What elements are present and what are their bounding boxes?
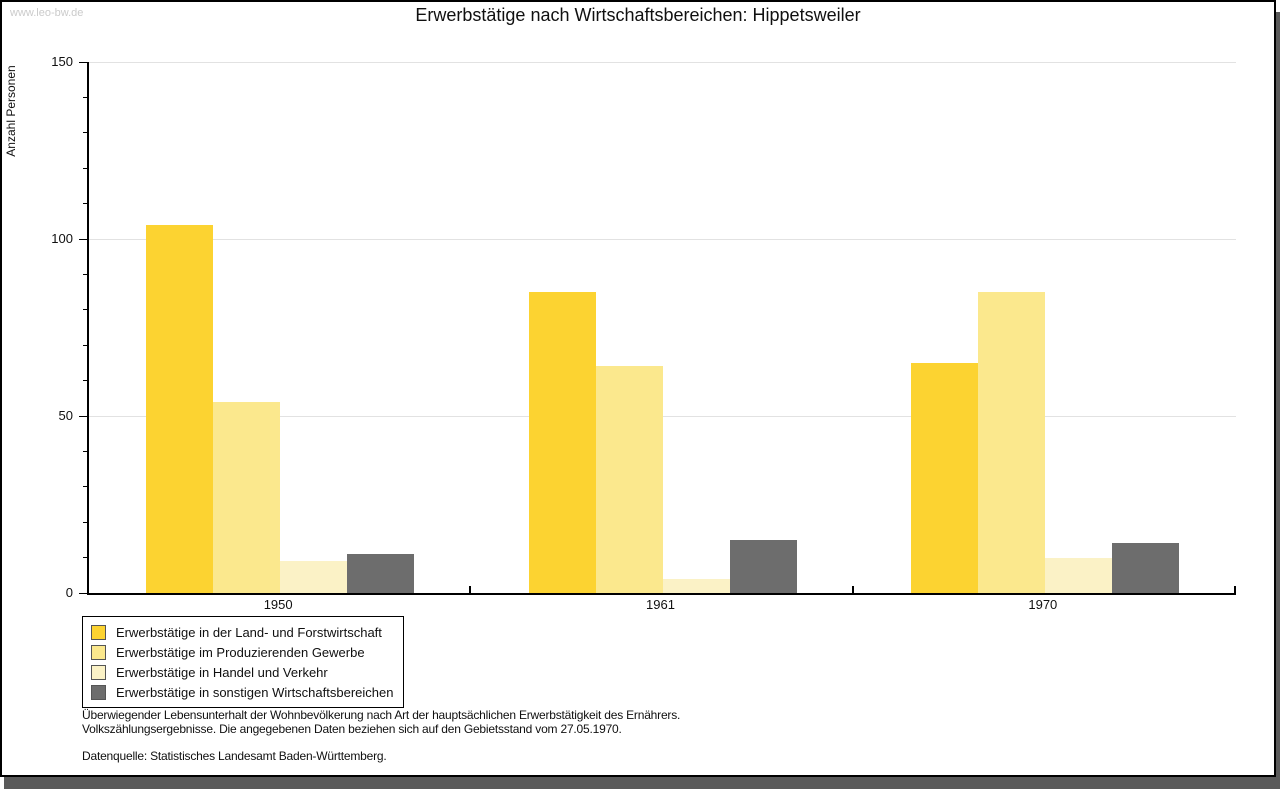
legend-swatch xyxy=(91,664,106,680)
y-axis-minor-tick xyxy=(83,309,87,311)
y-axis-minor-tick xyxy=(83,167,87,169)
legend-swatch xyxy=(91,644,106,660)
footnote: Überwiegender Lebensunterhalt der Wohnbe… xyxy=(82,708,680,736)
bar-1961-series-1 xyxy=(529,292,596,593)
y-axis-label: Anzahl Personen xyxy=(4,65,18,157)
y-axis-tick xyxy=(79,238,87,240)
bar-1950-series-3 xyxy=(280,561,347,593)
bar-1950-series-4 xyxy=(347,554,414,593)
bar-1961-series-3 xyxy=(663,579,730,593)
watermark: www.leo-bw.de xyxy=(10,7,84,19)
y-axis-tick-label: 0 xyxy=(65,585,73,600)
y-axis-minor-tick xyxy=(83,273,87,275)
y-axis-tick xyxy=(79,61,87,63)
x-axis-category-labels: 1950 1961 1970 xyxy=(87,597,1234,612)
footnote-line-2: Volkszählungsergebnisse. Die angegebenen… xyxy=(82,722,622,736)
y-axis-tick-label: 100 xyxy=(51,231,73,246)
legend-item: Erwerbstätige in Handel und Verkehr xyxy=(91,662,393,682)
x-axis-category-label: 1970 xyxy=(1028,597,1058,612)
chart-title: Erwerbstätige nach Wirtschaftsbereichen:… xyxy=(415,5,861,25)
legend-label: Erwerbstätige in der Land- und Forstwirt… xyxy=(116,624,382,640)
chart-window: www.leo-bw.de Erwerbstätige nach Wirtsch… xyxy=(0,0,1276,777)
legend-item: Erwerbstätige im Produzierenden Gewerbe xyxy=(91,642,393,662)
y-axis-minor-tick xyxy=(83,486,87,488)
y-axis-tick-label: 50 xyxy=(58,408,73,423)
plot-area: 0 50 100 150 xyxy=(51,55,1236,600)
legend-swatch xyxy=(91,684,106,700)
bar-1970-series-4 xyxy=(1112,543,1179,593)
y-axis-minor-tick xyxy=(83,557,87,559)
legend-label: Erwerbstätige in Handel und Verkehr xyxy=(116,664,328,680)
y-axis-tick-label: 150 xyxy=(51,54,73,69)
y-axis-minor-tick xyxy=(83,203,87,205)
x-axis-tick xyxy=(1234,586,1236,593)
gridline xyxy=(89,61,1236,63)
bar-1961-series-2 xyxy=(596,366,663,593)
source-note: Datenquelle: Statistisches Landesamt Bad… xyxy=(82,749,387,763)
x-axis-category-label: 1950 xyxy=(263,597,293,612)
x-axis-tick xyxy=(852,586,854,593)
bar-1950-series-2 xyxy=(213,402,280,593)
y-axis-tick xyxy=(79,415,87,417)
x-axis-category-label: 1961 xyxy=(646,597,675,612)
gridline xyxy=(89,238,1236,240)
bar-1950-series-1 xyxy=(146,225,213,593)
y-axis-minor-tick xyxy=(83,132,87,134)
bar-1970-series-3 xyxy=(1045,558,1112,593)
footnote-line-1: Überwiegender Lebensunterhalt der Wohnbe… xyxy=(82,708,681,722)
y-axis-minor-tick xyxy=(83,450,87,452)
y-axis-minor-tick xyxy=(83,380,87,382)
x-axis-tick xyxy=(469,586,471,593)
legend: Erwerbstätige in der Land- und Forstwirt… xyxy=(82,616,405,708)
legend-label: Erwerbstätige im Produzierenden Gewerbe xyxy=(116,644,365,660)
bar-1970-series-2 xyxy=(978,292,1045,593)
y-axis-minor-tick xyxy=(83,344,87,346)
y-axis-minor-tick xyxy=(83,96,87,98)
legend-label: Erwerbstätige in sonstigen Wirtschaftsbe… xyxy=(116,684,394,700)
bar-1970-series-1 xyxy=(911,363,978,593)
legend-item: Erwerbstätige in der Land- und Forstwirt… xyxy=(91,622,393,642)
bar-1961-series-4 xyxy=(730,540,797,593)
legend-swatch xyxy=(91,624,106,640)
y-axis-minor-tick xyxy=(83,521,87,523)
y-axis-tick xyxy=(79,592,87,594)
legend-item: Erwerbstätige in sonstigen Wirtschaftsbe… xyxy=(91,682,393,702)
